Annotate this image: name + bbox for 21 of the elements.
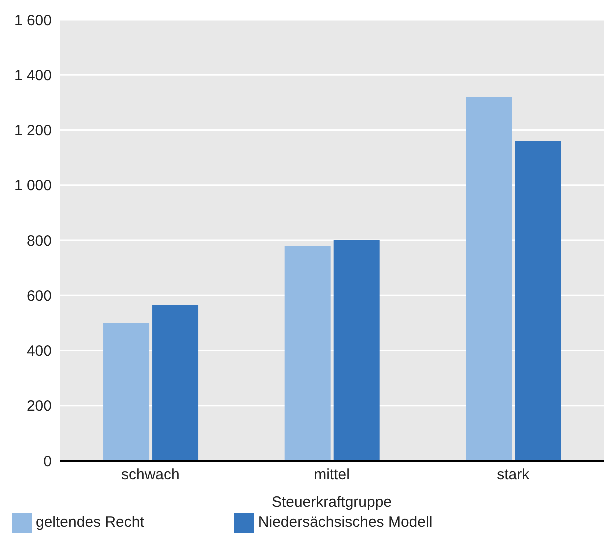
y-tick-label: 1 600 bbox=[14, 12, 52, 30]
y-tick-label: 1 000 bbox=[14, 178, 52, 195]
y-tick-label: 400 bbox=[26, 343, 52, 360]
x-axis-title: Steuerkraftgruppe bbox=[272, 494, 392, 511]
bar bbox=[152, 305, 199, 461]
bar bbox=[515, 141, 562, 461]
legend-label: geltendes Recht bbox=[36, 514, 144, 531]
y-tick-label: 200 bbox=[26, 398, 52, 416]
y-tick-label: 1 400 bbox=[14, 67, 52, 84]
y-tick-label: 1 200 bbox=[14, 122, 52, 140]
legend-label: Niedersächsisches Modell bbox=[258, 514, 433, 531]
bar bbox=[466, 97, 512, 461]
bar bbox=[334, 240, 380, 461]
x-tick-label: mittel bbox=[314, 466, 350, 484]
x-tick-label: stark bbox=[497, 466, 530, 484]
y-tick-label: 600 bbox=[26, 288, 52, 305]
y-tick-label: 0 bbox=[44, 453, 52, 470]
y-tick-label: 800 bbox=[26, 232, 52, 250]
bar bbox=[284, 246, 331, 461]
bar bbox=[104, 323, 150, 461]
x-tick-label: schwach bbox=[121, 466, 180, 484]
